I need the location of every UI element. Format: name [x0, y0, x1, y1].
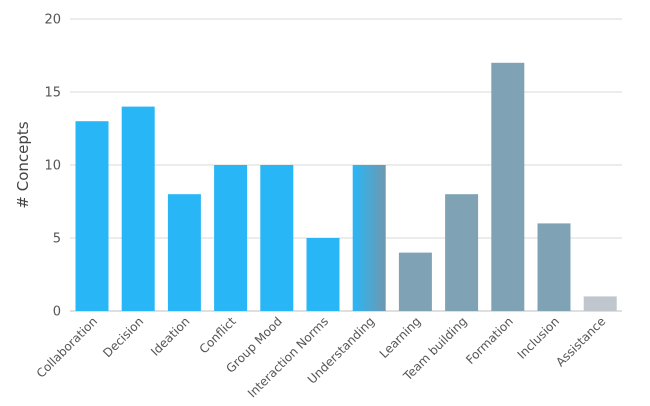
y-tick-label: 10: [44, 159, 61, 174]
y-tick-label: 5: [53, 232, 61, 247]
bar-learning: [398, 252, 432, 311]
y-tick-label: 20: [44, 13, 61, 28]
x-tick-label: Ideation: [148, 314, 192, 358]
x-tick-label: Decision: [100, 314, 146, 360]
bar-formation: [491, 62, 525, 311]
bar-assistance: [583, 296, 617, 311]
x-tick-label: Inclusion: [515, 314, 563, 362]
x-tick-label: Interaction Norms: [245, 314, 331, 400]
bar-ideation: [167, 194, 201, 311]
y-axis-ticks: 0 5 10 15 20: [44, 13, 61, 320]
x-axis-ticks: Collaboration Decision Ideation ConflictGro…: [34, 314, 609, 400]
x-tick-label: Learning: [377, 314, 424, 361]
x-tick-label: Assistance: [553, 314, 608, 369]
y-axis-label: # Concepts: [14, 121, 32, 208]
gridlines: [70, 18, 622, 312]
bars: [75, 62, 617, 311]
y-tick-label: 0: [53, 305, 61, 320]
bar-understanding: [352, 165, 386, 311]
bar-inclusion: [537, 223, 571, 311]
x-tick-label: Conflict: [197, 314, 239, 356]
bar-group-mood: [260, 165, 294, 311]
bar-collaboration: [75, 121, 109, 311]
bar-interaction-norms: [306, 238, 340, 311]
x-tick-label: Formation: [463, 314, 516, 367]
y-tick-label: 15: [44, 86, 61, 101]
bar-decision: [121, 106, 155, 311]
bar-team-building: [445, 194, 479, 311]
x-tick-label: Collaboration: [34, 314, 100, 380]
bar-conflict: [214, 165, 248, 311]
